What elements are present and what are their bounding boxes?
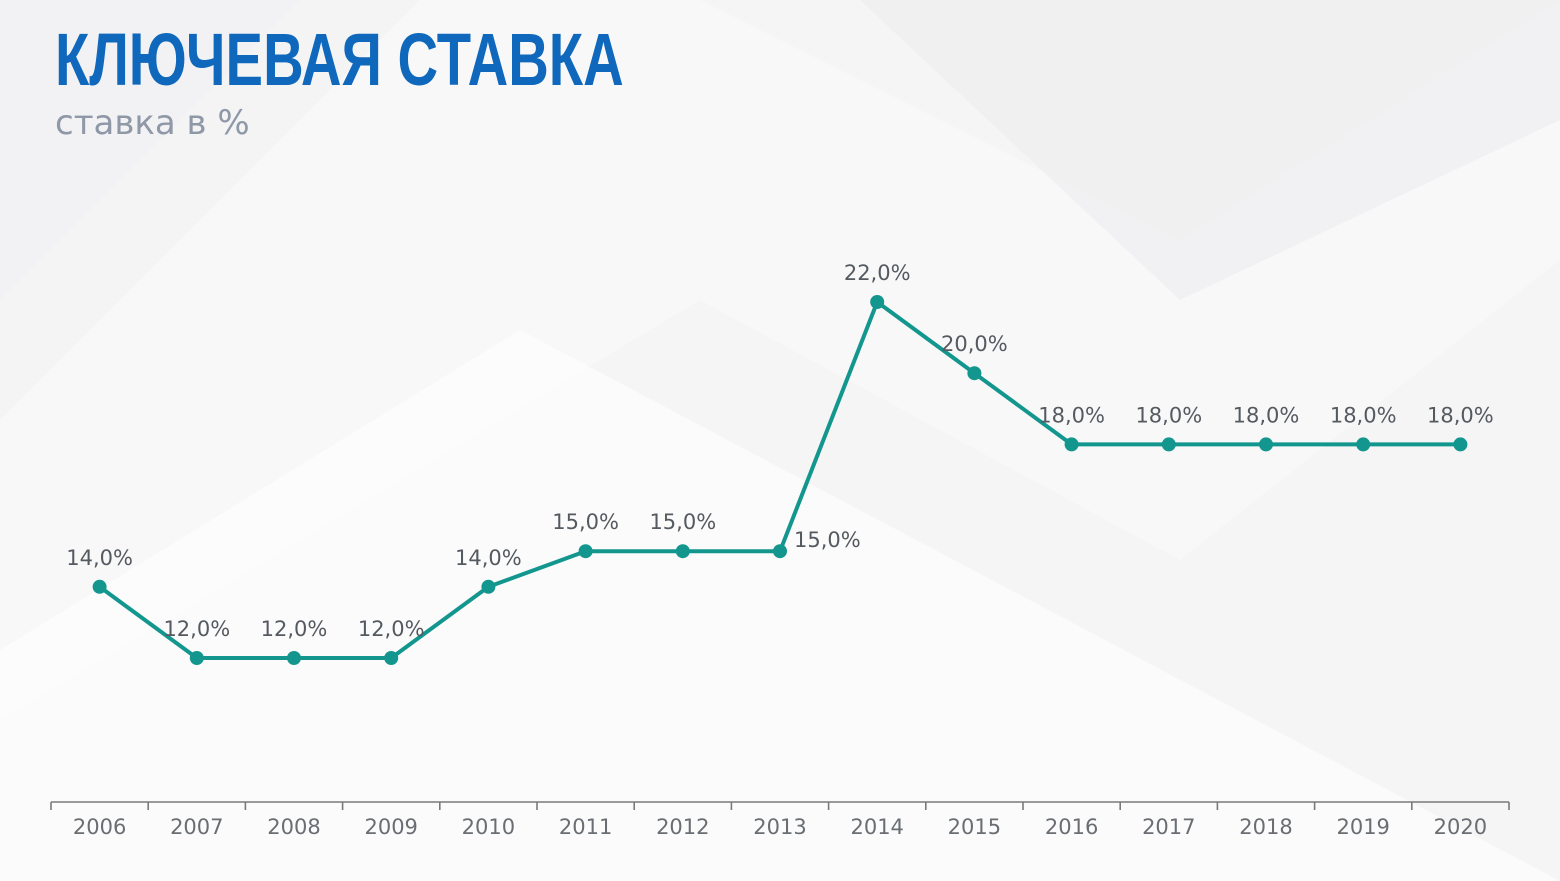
x-tick-label: 2009: [364, 815, 417, 839]
data-point: [1259, 437, 1273, 452]
data-point: [1161, 437, 1176, 452]
data-label: 18,0%: [1233, 403, 1300, 427]
x-tick-label: 2014: [850, 815, 903, 839]
data-point: [1356, 437, 1371, 452]
x-tick-label: 2020: [1434, 815, 1487, 839]
data-label: 12,0%: [163, 617, 230, 641]
data-point: [870, 295, 885, 309]
x-tick-label: 2011: [559, 815, 612, 839]
x-tick-label: 2018: [1239, 815, 1292, 839]
data-label: 12,0%: [261, 617, 328, 641]
x-tick-label: 2006: [73, 815, 126, 839]
x-tick-label: 2013: [753, 815, 806, 839]
data-point: [578, 544, 593, 559]
data-point: [92, 579, 107, 594]
data-label: 14,0%: [66, 546, 133, 570]
data-point: [384, 651, 399, 665]
data-point: [773, 544, 787, 559]
data-point: [967, 366, 982, 381]
data-label: 18,0%: [1038, 403, 1105, 427]
x-tick-label: 2017: [1142, 815, 1195, 839]
data-label: 12,0%: [358, 617, 425, 641]
data-label: 20,0%: [941, 332, 1008, 356]
data-label: 18,0%: [1135, 403, 1202, 427]
x-tick-label: 2010: [462, 815, 515, 839]
data-point: [481, 579, 496, 594]
data-label: 15,0%: [649, 510, 716, 534]
data-point: [675, 544, 690, 559]
data-label: 22,0%: [844, 261, 911, 285]
data-label: 18,0%: [1427, 403, 1494, 427]
series-line: [97, 300, 1463, 660]
page-subtitle: ставка в %: [55, 103, 250, 143]
data-point: [189, 651, 204, 665]
x-tick-label: 2015: [948, 815, 1001, 839]
x-tick-label: 2016: [1045, 815, 1098, 839]
page-title: КЛЮЧЕВАЯ СТАВКА: [55, 18, 624, 101]
x-tick-label: 2008: [267, 815, 320, 839]
data-label: 15,0%: [794, 528, 861, 552]
data-point: [287, 651, 301, 665]
data-label: 18,0%: [1330, 403, 1397, 427]
x-tick-label: 2007: [170, 815, 223, 839]
data-point: [1453, 437, 1468, 452]
data-label: 15,0%: [552, 510, 619, 534]
x-tick-label: 2019: [1336, 815, 1389, 839]
x-tick-label: 2012: [656, 815, 709, 839]
data-label: 14,0%: [455, 546, 522, 570]
data-point: [1064, 437, 1079, 452]
